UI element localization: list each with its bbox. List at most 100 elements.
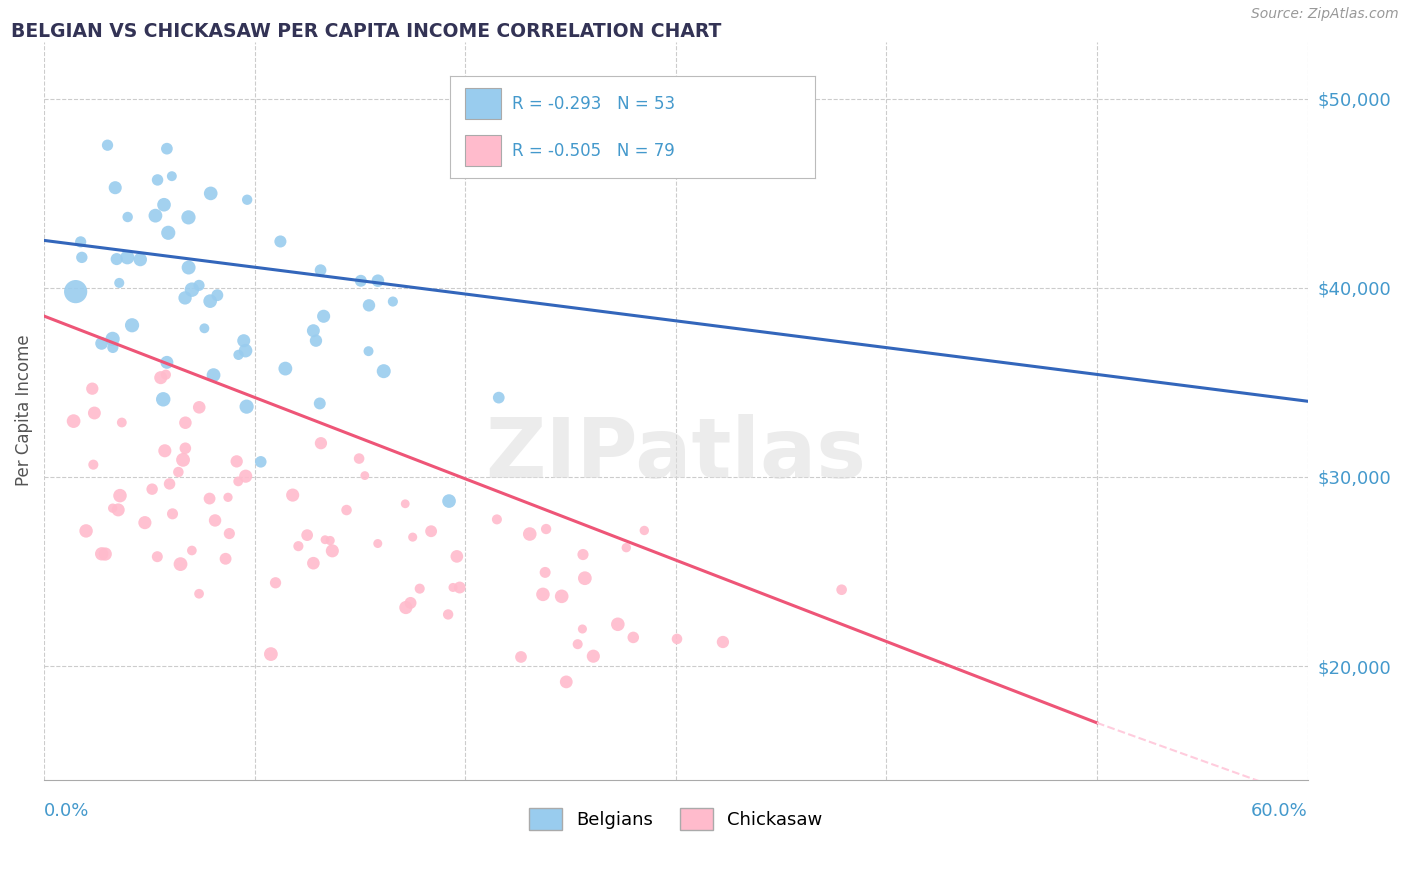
Text: ZIPatlas: ZIPatlas xyxy=(485,415,866,495)
Point xyxy=(207,288,229,302)
Point xyxy=(62,414,84,428)
Point xyxy=(485,512,508,526)
Point xyxy=(260,647,283,661)
Point xyxy=(159,476,181,491)
Point xyxy=(214,551,236,566)
Point xyxy=(281,488,304,502)
Point xyxy=(108,276,131,290)
Y-axis label: Per Capita Income: Per Capita Income xyxy=(15,334,32,486)
Point xyxy=(162,507,184,521)
Point xyxy=(582,649,605,664)
Point xyxy=(711,635,734,649)
Text: R = -0.505   N = 79: R = -0.505 N = 79 xyxy=(512,142,675,160)
Point xyxy=(117,251,139,265)
Point xyxy=(831,582,853,597)
Point xyxy=(449,581,471,595)
Point xyxy=(395,600,418,615)
Point xyxy=(235,469,257,483)
Point xyxy=(177,211,200,225)
Point xyxy=(217,491,239,505)
Point xyxy=(614,541,637,555)
Point xyxy=(75,524,97,538)
Point xyxy=(90,336,112,351)
Point xyxy=(437,494,460,508)
Point xyxy=(160,169,183,184)
Point xyxy=(69,235,91,249)
Point xyxy=(357,298,380,312)
FancyBboxPatch shape xyxy=(464,136,501,166)
Point xyxy=(437,607,460,622)
Point xyxy=(373,364,395,378)
Point xyxy=(111,416,134,430)
Point xyxy=(188,278,211,293)
Point xyxy=(105,252,128,266)
Point xyxy=(574,571,596,585)
Point xyxy=(90,547,112,561)
Point xyxy=(312,310,335,324)
Point xyxy=(101,501,124,516)
Point xyxy=(204,513,226,527)
Point xyxy=(350,274,373,288)
Point xyxy=(319,533,342,548)
Point xyxy=(249,455,271,469)
Point xyxy=(347,451,370,466)
Point xyxy=(402,530,425,544)
Point xyxy=(172,453,194,467)
Point xyxy=(531,587,554,601)
Point xyxy=(633,524,655,538)
Point xyxy=(198,294,221,309)
Point xyxy=(104,180,127,194)
Point xyxy=(180,283,202,297)
Point xyxy=(167,465,190,479)
Point xyxy=(666,632,689,646)
Point xyxy=(394,497,416,511)
Point xyxy=(534,566,557,580)
Point xyxy=(305,334,328,348)
FancyBboxPatch shape xyxy=(464,88,501,119)
Point xyxy=(146,549,169,564)
Point xyxy=(555,674,578,689)
Point xyxy=(117,210,139,224)
Point xyxy=(157,226,180,240)
Point xyxy=(302,324,325,338)
Point xyxy=(314,533,336,547)
Point xyxy=(302,556,325,570)
Point xyxy=(188,587,211,601)
Point xyxy=(228,348,250,362)
Point xyxy=(156,355,179,369)
Point xyxy=(174,291,197,305)
Point xyxy=(287,539,309,553)
Point xyxy=(236,193,259,207)
Point xyxy=(141,482,163,496)
Point xyxy=(309,263,332,277)
Point xyxy=(606,617,628,632)
Point xyxy=(420,524,443,539)
Point xyxy=(232,334,254,348)
Text: BELGIAN VS CHICKASAW PER CAPITA INCOME CORRELATION CHART: BELGIAN VS CHICKASAW PER CAPITA INCOME C… xyxy=(11,22,721,41)
Point xyxy=(82,382,104,396)
Point xyxy=(174,416,197,430)
Text: Source: ZipAtlas.com: Source: ZipAtlas.com xyxy=(1251,7,1399,21)
Point xyxy=(226,475,249,489)
Point xyxy=(381,294,404,309)
Point xyxy=(174,442,197,456)
Legend: Belgians, Chickasaw: Belgians, Chickasaw xyxy=(522,800,830,837)
Point xyxy=(177,260,200,275)
Point xyxy=(367,274,389,288)
Point xyxy=(225,454,247,468)
Point xyxy=(108,489,131,503)
Point xyxy=(202,368,225,383)
Point xyxy=(193,321,215,335)
Point xyxy=(488,391,510,405)
Point xyxy=(96,138,118,153)
Point xyxy=(65,285,87,299)
Point xyxy=(82,458,104,472)
Point xyxy=(146,173,169,187)
Point xyxy=(156,142,179,156)
Point xyxy=(441,581,464,595)
Point xyxy=(621,631,644,645)
Point xyxy=(519,527,541,541)
Point xyxy=(153,198,176,212)
Point xyxy=(235,400,257,414)
Point xyxy=(335,503,357,517)
